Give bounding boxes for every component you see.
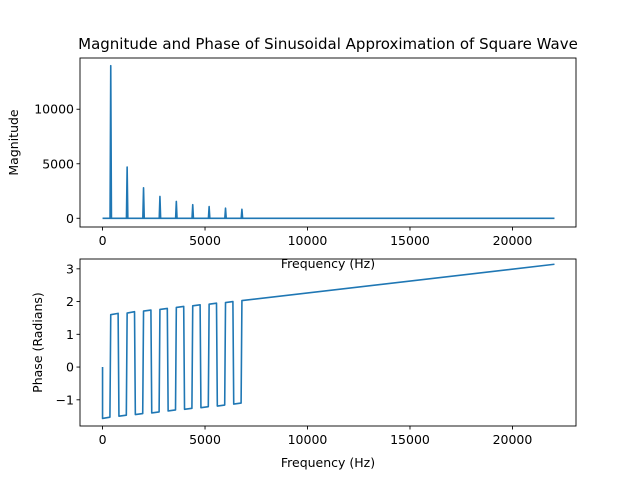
magnitude-peak-5 bbox=[174, 200, 178, 219]
phase-y-tick-label: 3 bbox=[66, 261, 74, 276]
magnitude-y-axis-label: Magnitude bbox=[6, 109, 21, 176]
phase-y-ticks: −1 0 1 2 3 bbox=[56, 261, 80, 407]
phase-line bbox=[101, 263, 555, 420]
magnitude-x-tick-label: 0 bbox=[99, 233, 107, 248]
magnitude-peak-1 bbox=[109, 64, 113, 219]
phase-y-tick-label: −1 bbox=[56, 392, 74, 407]
phase-y-axis-label: Phase (Radians) bbox=[30, 292, 45, 393]
phase-series bbox=[101, 263, 555, 420]
magnitude-peak-3 bbox=[142, 186, 146, 219]
phase-x-ticks: 0 5000 10000 15000 20000 bbox=[99, 426, 533, 447]
magnitude-peak-8 bbox=[224, 207, 228, 219]
phase-x-tick-label: 10000 bbox=[288, 432, 328, 447]
magnitude-peak-7 bbox=[207, 205, 211, 219]
phase-axes-frame bbox=[79, 258, 577, 427]
magnitude-series bbox=[102, 64, 555, 220]
phase-y-tick-label: 0 bbox=[66, 360, 74, 375]
phase-x-tick-label: 20000 bbox=[493, 432, 533, 447]
phase-y-tick-label: 1 bbox=[66, 327, 74, 342]
magnitude-peak-6 bbox=[191, 203, 195, 219]
magnitude-axes-frame bbox=[79, 57, 577, 228]
magnitude-x-tick-label: 20000 bbox=[493, 233, 533, 248]
magnitude-y-tick-label: 0 bbox=[66, 211, 74, 226]
magnitude-x-ticks: 0 5000 10000 15000 20000 bbox=[99, 227, 533, 248]
phase-subplot: 0 5000 10000 15000 20000 −1 0 1 2 3 Frequency (H… bbox=[30, 258, 577, 470]
magnitude-x-tick-label: 10000 bbox=[288, 233, 328, 248]
magnitude-subplot: 0 5000 10000 15000 20000 0 5000 10000 Frequenc… bbox=[6, 57, 577, 271]
magnitude-peak-9 bbox=[240, 208, 244, 219]
phase-y-tick-label: 2 bbox=[66, 294, 74, 309]
magnitude-x-tick-label: 5000 bbox=[189, 233, 221, 248]
chart-title: Magnitude and Phase of Sinusoidal Approx… bbox=[78, 35, 578, 53]
magnitude-y-ticks: 0 5000 10000 bbox=[34, 102, 80, 226]
phase-x-tick-label: 5000 bbox=[189, 432, 221, 447]
magnitude-y-tick-label: 10000 bbox=[34, 102, 74, 117]
phase-x-tick-label: 15000 bbox=[390, 432, 430, 447]
magnitude-x-tick-label: 15000 bbox=[390, 233, 430, 248]
phase-x-axis-label: Frequency (Hz) bbox=[281, 455, 375, 470]
magnitude-peak-4 bbox=[158, 195, 162, 219]
magnitude-y-tick-label: 5000 bbox=[42, 156, 74, 171]
phase-x-tick-label: 0 bbox=[99, 432, 107, 447]
magnitude-peak-2 bbox=[125, 166, 129, 219]
magnitude-x-axis-label: Frequency (Hz) bbox=[281, 256, 375, 271]
